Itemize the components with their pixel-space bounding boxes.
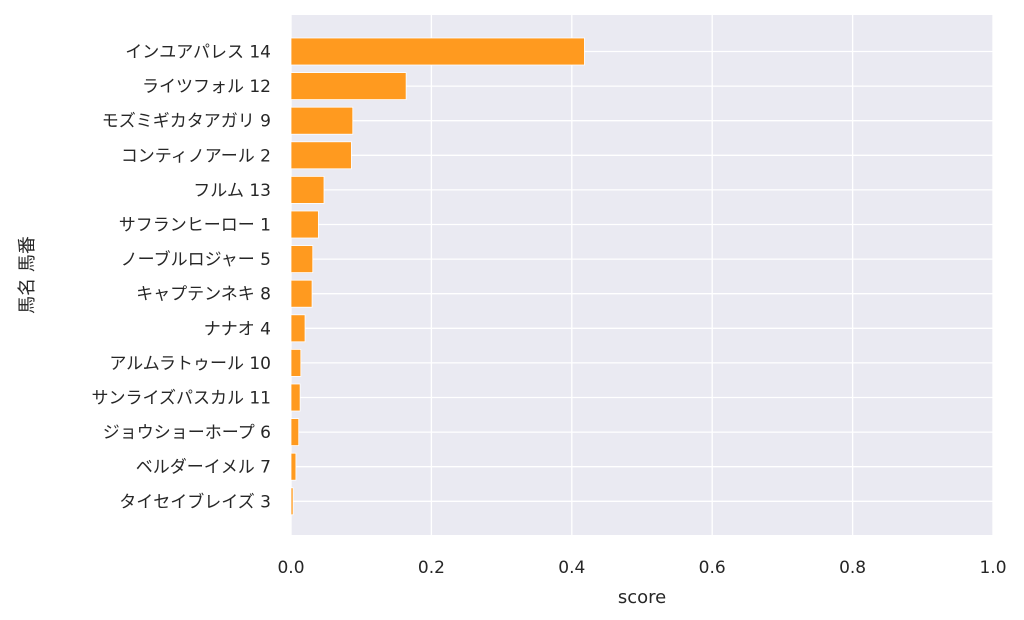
bar (290, 279, 313, 308)
bar (290, 314, 306, 343)
y-axis-label: 馬名 馬番 (17, 236, 38, 314)
bar (290, 72, 407, 100)
grid-lines (290, 15, 994, 535)
x-tick-label: 0.0 (277, 558, 304, 578)
plot-area (291, 15, 993, 535)
y-tick-label: サフランヒーロー 1 (119, 216, 271, 236)
x-axis-label: score (618, 587, 666, 608)
y-tick-label: アルムラトゥール 10 (109, 354, 271, 374)
x-tick-label: 1.0 (979, 558, 1006, 578)
y-tick-labels: インユアパレス 14 ライツフォル 12 モズミギカタアガリ 9 コンティノアール 2… (91, 43, 271, 513)
y-tick-label: コンティノアール 2 (121, 146, 271, 166)
bars (290, 37, 585, 516)
y-tick-label: ノーブルロジャー 5 (121, 249, 271, 270)
bar (290, 141, 352, 170)
bar (290, 210, 319, 239)
bar (290, 106, 354, 135)
y-tick-label: タイセイブレイズ 3 (119, 491, 271, 512)
y-tick-label: フルム 13 (193, 181, 271, 201)
y-tick-label: ベルダーイメル 7 (136, 458, 271, 478)
bar (290, 383, 301, 412)
y-tick-label: モズミギカタアガリ 9 (102, 112, 271, 132)
y-tick-label: インユアパレス 14 (125, 43, 271, 63)
x-tick-label: 0.2 (418, 558, 445, 578)
bar (290, 37, 585, 66)
x-tick-label: 0.8 (839, 558, 866, 578)
y-tick-label: ナナオ 4 (204, 319, 271, 339)
bar (290, 452, 297, 481)
x-tick-label: 0.6 (699, 558, 726, 578)
bar (290, 175, 325, 204)
bar (290, 348, 302, 377)
bar (290, 245, 314, 274)
y-tick-label: ライツフォル 12 (142, 77, 271, 97)
y-tick-label: ジョウショーホープ 6 (103, 423, 271, 443)
y-tick-label: サンライズパスカル 11 (91, 389, 271, 409)
x-tick-label: 0.4 (558, 558, 585, 578)
bar (290, 418, 300, 447)
x-tick-labels: 0.0 0.2 0.4 0.6 0.8 1.0 (277, 558, 1006, 578)
y-tick-label: キャプテンネキ 8 (136, 285, 271, 305)
bar (290, 487, 294, 516)
